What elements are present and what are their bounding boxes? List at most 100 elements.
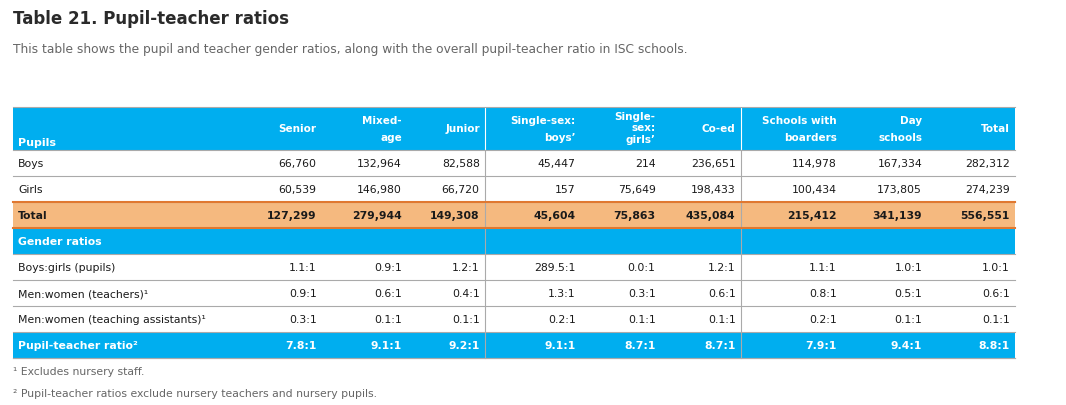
Text: 0.1:1: 0.1:1	[452, 314, 480, 324]
Bar	[13, 254, 1015, 281]
Text: 215,412: 215,412	[787, 211, 837, 220]
Text: 0.1:1: 0.1:1	[982, 314, 1010, 324]
Bar	[13, 333, 1015, 358]
Text: Mixed-: Mixed-	[362, 116, 402, 126]
Text: 214: 214	[635, 159, 656, 168]
Text: 0.3:1: 0.3:1	[628, 288, 656, 298]
Text: 1.2:1: 1.2:1	[708, 262, 736, 273]
Bar	[13, 228, 1015, 254]
Text: 0.3:1: 0.3:1	[289, 314, 317, 324]
Text: 9.1:1: 9.1:1	[371, 341, 402, 350]
Text: 0.5:1: 0.5:1	[894, 288, 922, 298]
Text: 1.1:1: 1.1:1	[289, 262, 317, 273]
Text: 198,433: 198,433	[691, 185, 736, 194]
Text: 0.1:1: 0.1:1	[708, 314, 736, 324]
Text: 0.6:1: 0.6:1	[374, 288, 402, 298]
Text: 341,139: 341,139	[872, 211, 922, 220]
Text: 289.5:1: 289.5:1	[534, 262, 576, 273]
Text: Junior: Junior	[446, 124, 480, 134]
Text: This table shows the pupil and teacher gender ratios, along with the overall pup: This table shows the pupil and teacher g…	[13, 43, 688, 55]
Text: 7.8:1: 7.8:1	[286, 341, 317, 350]
Text: 0.6:1: 0.6:1	[982, 288, 1010, 298]
Text: 173,805: 173,805	[877, 185, 922, 194]
Text: Men:women (teaching assistants)¹: Men:women (teaching assistants)¹	[18, 314, 206, 324]
Text: 9.2:1: 9.2:1	[449, 341, 480, 350]
Text: 0.8:1: 0.8:1	[809, 288, 837, 298]
Text: 1.0:1: 1.0:1	[982, 262, 1010, 273]
Text: 0.9:1: 0.9:1	[289, 288, 317, 298]
Text: 114,978: 114,978	[792, 159, 837, 168]
Text: 274,239: 274,239	[965, 185, 1010, 194]
Text: 100,434: 100,434	[792, 185, 837, 194]
Text: 66,720: 66,720	[441, 185, 480, 194]
Text: 66,760: 66,760	[278, 159, 317, 168]
Text: 7.9:1: 7.9:1	[806, 341, 837, 350]
Text: girls’: girls’	[626, 134, 656, 144]
Text: Co-ed: Co-ed	[701, 124, 736, 134]
Text: Total: Total	[18, 211, 48, 220]
Text: Table 21. Pupil-teacher ratios: Table 21. Pupil-teacher ratios	[13, 10, 289, 28]
Text: Men:women (teachers)¹: Men:women (teachers)¹	[18, 288, 148, 298]
Text: Single-sex:: Single-sex:	[511, 116, 576, 126]
Text: 75,649: 75,649	[617, 185, 656, 194]
Text: sex:: sex:	[631, 123, 656, 133]
Text: Schools with: Schools with	[762, 116, 837, 126]
Text: 1.0:1: 1.0:1	[894, 262, 922, 273]
Text: 0.6:1: 0.6:1	[708, 288, 736, 298]
Text: 9.1:1: 9.1:1	[545, 341, 576, 350]
Text: boarders: boarders	[784, 132, 837, 143]
Text: 0.1:1: 0.1:1	[374, 314, 402, 324]
Text: 157: 157	[555, 185, 576, 194]
Text: 0.1:1: 0.1:1	[628, 314, 656, 324]
Bar	[13, 202, 1015, 228]
Bar	[13, 177, 1015, 202]
Text: 556,551: 556,551	[960, 211, 1010, 220]
Bar	[13, 307, 1015, 333]
Text: ² Pupil-teacher ratios exclude nursery teachers and nursery pupils.: ² Pupil-teacher ratios exclude nursery t…	[13, 388, 376, 398]
Text: 1.2:1: 1.2:1	[452, 262, 480, 273]
Text: 435,084: 435,084	[685, 211, 736, 220]
Text: Boys:girls (pupils): Boys:girls (pupils)	[18, 262, 115, 273]
Text: Pupils: Pupils	[18, 137, 56, 147]
Text: ¹ Excludes nursery staff.: ¹ Excludes nursery staff.	[13, 367, 144, 377]
Text: 60,539: 60,539	[278, 185, 317, 194]
Text: 8.8:1: 8.8:1	[979, 341, 1010, 350]
Text: 149,308: 149,308	[431, 211, 480, 220]
Text: boys’: boys’	[544, 132, 576, 143]
Text: Boys: Boys	[18, 159, 45, 168]
Text: 236,651: 236,651	[691, 159, 736, 168]
Text: 82,588: 82,588	[441, 159, 480, 168]
Text: Pupil-teacher ratio²: Pupil-teacher ratio²	[18, 341, 138, 350]
Text: schools: schools	[878, 132, 922, 143]
Bar	[13, 107, 1015, 151]
Text: 9.4:1: 9.4:1	[891, 341, 922, 350]
Text: 8.7:1: 8.7:1	[705, 341, 736, 350]
Text: 127,299: 127,299	[266, 211, 317, 220]
Text: 75,863: 75,863	[613, 211, 656, 220]
Bar	[13, 151, 1015, 177]
Text: 0.9:1: 0.9:1	[374, 262, 402, 273]
Text: 45,447: 45,447	[537, 159, 576, 168]
Text: 279,944: 279,944	[352, 211, 402, 220]
Text: 1.1:1: 1.1:1	[809, 262, 837, 273]
Bar	[13, 281, 1015, 307]
Text: 8.7:1: 8.7:1	[625, 341, 656, 350]
Text: 45,604: 45,604	[533, 211, 576, 220]
Text: 0.4:1: 0.4:1	[452, 288, 480, 298]
Text: Total: Total	[981, 124, 1010, 134]
Text: 1.3:1: 1.3:1	[548, 288, 576, 298]
Text: 0.0:1: 0.0:1	[628, 262, 656, 273]
Text: Gender ratios: Gender ratios	[18, 237, 101, 247]
Text: Senior: Senior	[278, 124, 317, 134]
Text: 146,980: 146,980	[357, 185, 402, 194]
Text: age: age	[381, 132, 402, 143]
Text: 167,334: 167,334	[877, 159, 922, 168]
Text: 282,312: 282,312	[965, 159, 1010, 168]
Text: Single-: Single-	[615, 112, 656, 122]
Text: 132,964: 132,964	[357, 159, 402, 168]
Text: 0.2:1: 0.2:1	[548, 314, 576, 324]
Text: Girls: Girls	[18, 185, 43, 194]
Text: 0.1:1: 0.1:1	[894, 314, 922, 324]
Text: Day: Day	[900, 116, 922, 126]
Text: 0.2:1: 0.2:1	[809, 314, 837, 324]
